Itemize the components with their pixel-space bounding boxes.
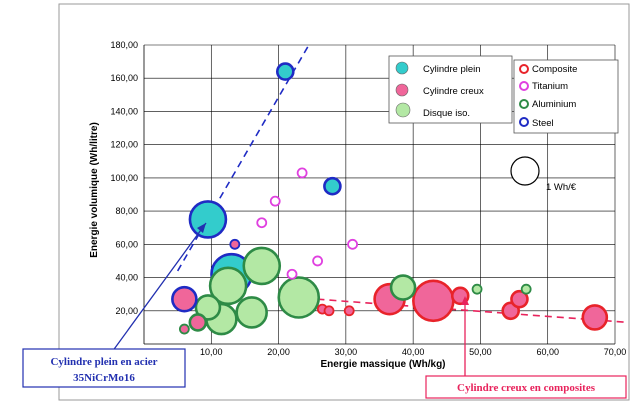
y-tick-label: 100,00 — [110, 173, 138, 183]
y-tick-label: 40,00 — [115, 273, 138, 283]
annotation-steel-line1: Cylindre plein en acier — [50, 356, 157, 368]
bubble-composite — [343, 305, 355, 317]
legend-disque-iso-marker — [395, 102, 411, 118]
legend-cylindre-plein-marker — [395, 61, 409, 75]
axes — [143, 45, 615, 345]
annotation-steel-arrowhead — [197, 223, 206, 233]
bubble-aluminium — [194, 294, 222, 321]
size-legend-bubble — [510, 156, 540, 186]
annotation-steel-box — [22, 348, 186, 388]
legend-steel-marker — [519, 117, 529, 127]
y-tick-label: 180,00 — [110, 40, 138, 50]
bubble-titanium — [286, 268, 298, 280]
bubble-steel — [323, 176, 342, 196]
trend-lines — [176, 44, 629, 324]
y-tick-label: 80,00 — [115, 206, 138, 216]
x-axis-title: Energie massique (Wh/kg) — [320, 359, 445, 370]
x-tick-label: 50,00 — [469, 347, 492, 357]
bubble-composite — [581, 304, 609, 331]
bubble-titanium — [347, 238, 358, 250]
y-axis-title: Energie volumique (Wh/litre) — [89, 122, 100, 258]
legend-titanium-marker — [519, 81, 529, 91]
x-tick-label: 40,00 — [402, 347, 425, 357]
y-tick-label: 60,00 — [115, 239, 138, 249]
bubble-aluminium — [389, 274, 417, 301]
bubble-aluminium — [235, 296, 268, 329]
bubble-steel — [171, 285, 198, 313]
x-tick-label: 30,00 — [335, 347, 358, 357]
annotation-steel: Cylindre plein en acier 35NiCrMo16 — [22, 222, 207, 388]
x-tick-label: 20,00 — [267, 347, 290, 357]
x-tick-label: 10,00 — [200, 347, 223, 357]
bubble-composite — [412, 279, 455, 323]
steel-trend — [176, 44, 310, 272]
bubble-titanium — [256, 217, 268, 229]
bubble-aluminium — [277, 276, 321, 319]
bubble-steel — [229, 238, 241, 250]
bubble-steel — [275, 62, 295, 81]
material-legend-box — [513, 59, 619, 134]
annotation-composite: Cylindre creux en composites — [425, 296, 627, 399]
tick-labels: 10,00 20,00 30,00 40,00 50,00 60,00 70,00 20,00… — [110, 40, 626, 357]
legend-cylindre-creux-label: Cylindre creux — [423, 86, 484, 97]
legend-disque-iso-label: Disque iso. — [423, 108, 470, 119]
legend-composite-label: Composite — [532, 64, 577, 75]
y-tick-label: 120,00 — [110, 140, 138, 150]
bubble-composite — [510, 289, 529, 309]
legend-titanium-label: Titanium — [532, 81, 568, 92]
x-tick-label: 60,00 — [536, 347, 559, 357]
bubble-titanium — [312, 255, 323, 267]
legend-cylindre-creux-marker — [395, 83, 409, 97]
material-legend: Composite Titanium Aluminium Steel — [513, 59, 619, 134]
legend-steel-label: Steel — [532, 118, 554, 129]
bubble-aluminium — [520, 283, 532, 295]
composite-trend — [305, 297, 629, 324]
bubble-titanium — [296, 167, 308, 179]
legend-aluminium-marker — [519, 99, 529, 109]
bubble-steel — [188, 200, 228, 239]
annotation-steel-line2: 35NiCrMo16 — [73, 372, 135, 384]
legend-cylindre-plein-label: Cylindre plein — [423, 64, 481, 75]
annotation-steel-arrow — [111, 222, 207, 353]
y-tick-label: 20,00 — [115, 306, 138, 316]
y-tick-label: 140,00 — [110, 106, 138, 116]
bubble-composite — [323, 305, 335, 317]
annotation-composite-box — [425, 375, 627, 399]
annotation-composite-label: Cylindre creux en composites — [457, 382, 596, 394]
shape-legend-box — [388, 55, 513, 124]
bubble-aluminium — [208, 266, 248, 306]
bubbles — [171, 62, 609, 336]
legend-aluminium-label: Aluminium — [532, 99, 576, 110]
legend-composite-marker — [519, 64, 529, 74]
bubble-aluminium — [178, 323, 190, 335]
annotation-composite-arrowhead — [461, 296, 469, 305]
bubble-aluminium — [242, 246, 282, 286]
size-legend: 1 Wh/€ — [510, 156, 577, 193]
x-tick-label: 70,00 — [604, 347, 627, 357]
shape-legend: Cylindre plein Cylindre creux Disque iso… — [388, 55, 513, 124]
bubble-aluminium — [188, 313, 208, 332]
size-legend-label: 1 Wh/€ — [546, 182, 577, 193]
y-tick-label: 160,00 — [110, 73, 138, 83]
bubble-titanium — [269, 195, 281, 207]
bubble-aluminium — [471, 283, 483, 295]
